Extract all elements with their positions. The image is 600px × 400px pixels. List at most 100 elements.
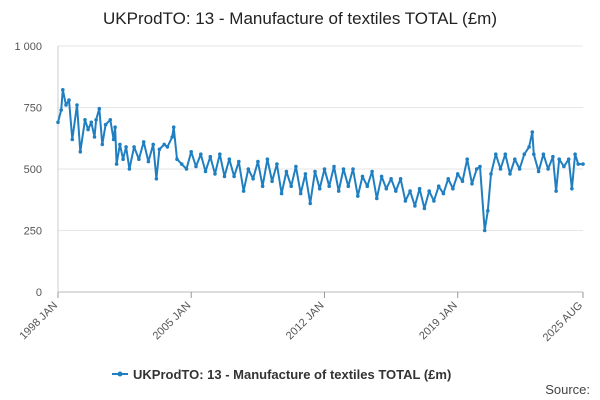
data-point[interactable] [532,152,536,156]
data-point[interactable] [113,125,117,129]
data-point[interactable] [494,152,498,156]
data-point[interactable] [308,201,313,206]
data-point[interactable] [184,167,189,171]
data-point[interactable] [100,142,105,147]
data-point[interactable] [227,157,232,161]
data-point[interactable] [317,186,322,191]
data-point[interactable] [251,177,255,181]
data-point[interactable] [486,209,490,213]
data-point[interactable] [298,191,303,196]
data-point[interactable] [67,98,71,102]
data-point[interactable] [114,162,119,166]
data-point[interactable] [356,194,360,198]
data-point[interactable] [83,118,87,122]
data-point[interactable] [218,152,222,156]
data-point[interactable] [194,164,198,169]
data-point[interactable] [522,152,527,156]
data-point[interactable] [59,108,63,112]
data-point[interactable] [446,177,451,181]
data-point[interactable] [118,142,122,147]
data-point[interactable] [327,184,332,188]
data-point[interactable] [562,164,566,169]
data-point[interactable] [171,125,176,129]
data-point[interactable] [213,172,217,176]
data-point[interactable] [566,157,571,161]
data-point[interactable] [576,162,580,166]
data-point[interactable] [441,191,446,196]
data-point[interactable] [162,142,166,147]
data-point[interactable] [94,118,98,122]
data-point[interactable] [279,191,284,196]
data-point[interactable] [86,127,90,132]
data-point[interactable] [108,118,113,122]
data-point[interactable] [61,88,65,92]
data-point[interactable] [465,157,470,161]
data-point[interactable] [470,182,474,186]
data-point[interactable] [573,152,577,156]
data-point[interactable] [436,184,441,188]
data-point[interactable] [141,140,146,144]
data-point[interactable] [513,157,517,161]
data-point[interactable] [551,154,555,159]
data-point[interactable] [284,169,289,174]
data-point[interactable] [75,103,79,107]
data-point[interactable] [341,167,346,171]
data-point[interactable] [570,186,574,191]
data-point[interactable] [189,150,193,154]
data-point[interactable] [498,167,503,171]
data-point[interactable] [527,145,531,149]
data-point[interactable] [111,137,116,142]
data-point[interactable] [303,172,308,176]
data-point[interactable] [346,184,351,188]
data-point[interactable] [360,174,365,179]
data-point[interactable] [132,145,136,149]
data-point[interactable] [554,189,558,193]
data-point[interactable] [379,174,384,179]
data-point[interactable] [474,167,479,171]
data-point[interactable] [56,120,60,125]
data-point[interactable] [170,135,174,139]
data-point[interactable] [517,167,522,171]
data-point[interactable] [270,179,274,184]
data-point[interactable] [232,174,236,179]
data-point[interactable] [403,199,408,203]
data-point[interactable] [157,147,162,152]
data-point[interactable] [546,167,550,171]
data-point[interactable] [503,152,508,156]
data-point[interactable] [103,122,108,127]
data-point[interactable] [370,169,374,174]
data-point[interactable] [530,130,535,134]
data-point[interactable] [394,189,398,193]
data-point[interactable] [237,159,241,164]
data-point[interactable] [97,106,102,111]
data-point[interactable] [146,159,151,164]
data-point[interactable] [256,159,260,164]
data-point[interactable] [332,164,336,169]
data-point[interactable] [275,162,279,166]
data-point[interactable] [384,186,389,191]
data-point[interactable] [92,135,97,139]
data-point[interactable] [322,167,327,171]
data-point[interactable] [508,172,512,176]
data-point[interactable] [389,177,393,181]
data-point[interactable] [432,199,436,203]
data-point[interactable] [199,152,203,156]
data-point[interactable] [265,157,270,161]
data-point[interactable] [70,137,75,142]
data-point[interactable] [581,162,585,166]
data-point[interactable] [127,167,132,171]
data-point[interactable] [398,177,403,181]
data-point[interactable] [478,164,482,169]
data-point[interactable] [557,157,561,161]
data-point[interactable] [151,142,155,147]
data-point[interactable] [375,196,379,201]
data-point[interactable] [422,206,427,211]
data-point[interactable] [313,169,317,174]
data-point[interactable] [154,177,159,181]
data-point[interactable] [78,150,83,154]
data-point[interactable] [137,157,141,161]
data-point[interactable] [408,189,412,193]
data-point[interactable] [222,174,227,179]
data-point[interactable] [482,228,487,233]
data-point[interactable] [336,189,341,193]
